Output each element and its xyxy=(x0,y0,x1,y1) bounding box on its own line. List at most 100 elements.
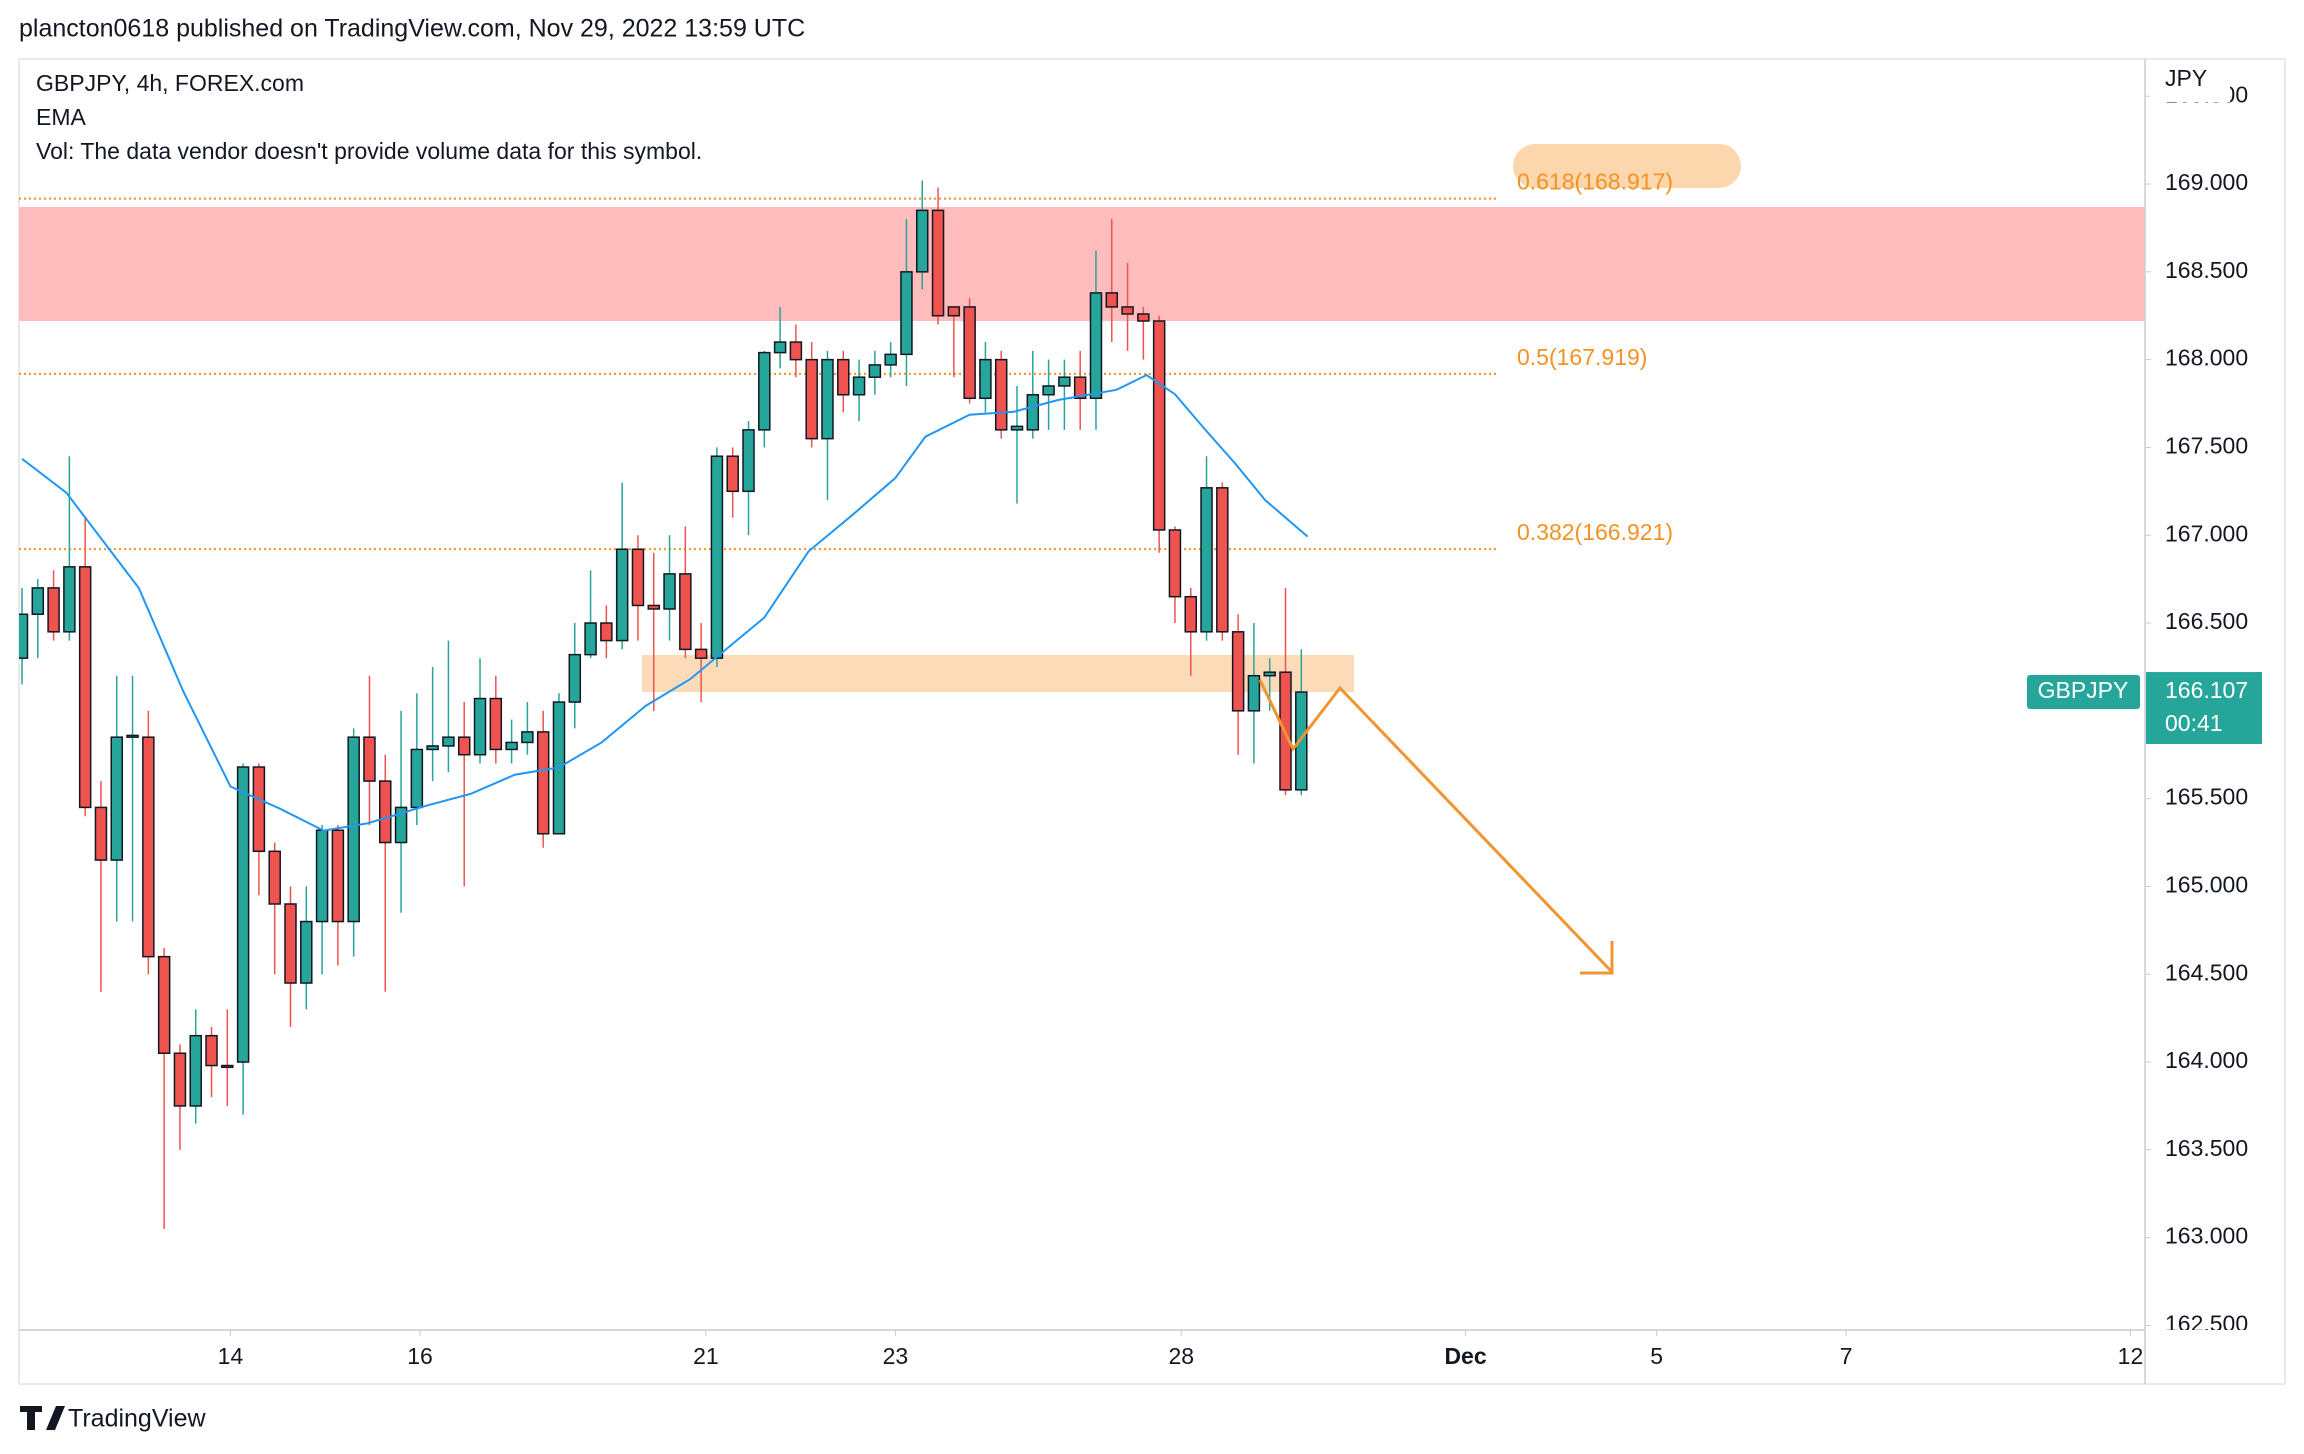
candle-body xyxy=(742,429,755,493)
candle-body xyxy=(505,741,518,751)
candle-body xyxy=(489,697,503,751)
candle-body xyxy=(1184,595,1197,633)
candle-body xyxy=(47,587,60,633)
candle-body xyxy=(1216,487,1229,633)
candle-body xyxy=(852,376,866,396)
candle-body xyxy=(726,455,739,493)
y-tick-label: 166.500 xyxy=(2165,608,2248,634)
candle-body xyxy=(1200,487,1213,633)
y-tick-label: 163.000 xyxy=(2165,1223,2248,1249)
candle-body xyxy=(189,1034,202,1107)
y-tick-label: 168.500 xyxy=(2165,257,2248,283)
y-tick-label: 165.500 xyxy=(2165,784,2248,810)
candle-body xyxy=(173,1052,187,1107)
x-tick-label: 23 xyxy=(883,1343,909,1369)
candle-body xyxy=(931,209,945,317)
brand: TradingView xyxy=(20,1405,207,1433)
candle-body xyxy=(1263,671,1276,677)
candle-body xyxy=(536,731,550,835)
candle-body xyxy=(631,548,645,607)
candle-body xyxy=(805,358,818,440)
candle-body xyxy=(1010,425,1024,431)
x-tick-label: 21 xyxy=(693,1343,719,1369)
candle-body xyxy=(63,566,76,633)
candle-body xyxy=(1121,306,1134,315)
fib-label: 0.382(166.921) xyxy=(1517,519,1673,545)
currency-bg xyxy=(2150,62,2230,102)
candle-body xyxy=(1247,674,1261,712)
candle-body xyxy=(679,573,692,651)
x-tick-label: 7 xyxy=(1840,1343,1853,1369)
candle-body xyxy=(1089,292,1103,400)
published-text: plancton0618 published on TradingView.co… xyxy=(19,15,805,43)
candle-body xyxy=(394,806,408,844)
candle-body xyxy=(1231,631,1245,712)
symbol-badge-label: GBPJPY xyxy=(2038,677,2129,703)
x-tick-label: Dec xyxy=(1444,1343,1486,1369)
y-tick-label: 168.000 xyxy=(2165,345,2248,371)
candle-body xyxy=(1152,320,1166,531)
x-tick-label: 28 xyxy=(1168,1343,1194,1369)
candle-body xyxy=(426,745,439,751)
candle-body xyxy=(821,358,834,440)
y-tick-label: 167.000 xyxy=(2165,520,2248,546)
candle-body xyxy=(347,736,360,923)
candle-body xyxy=(268,850,281,905)
y-tick-label: 165.000 xyxy=(2165,872,2248,898)
candle-body xyxy=(284,903,297,984)
candle-body xyxy=(19,613,29,659)
candle-body xyxy=(568,653,582,703)
candle-body xyxy=(457,736,471,756)
fib-label: 0.5(167.919) xyxy=(1517,344,1647,370)
currency: JPY xyxy=(2165,65,2207,91)
last-price: 166.107 xyxy=(2165,677,2248,703)
support-zone xyxy=(642,655,1354,692)
brand-text: TradingView xyxy=(68,1405,207,1433)
projection-arrow xyxy=(1258,679,1614,974)
candle-body xyxy=(221,1064,234,1069)
candle-body xyxy=(868,364,882,378)
ema-legend: EMA xyxy=(36,104,87,130)
symbol-legend: GBPJPY, 4h, FOREX.com xyxy=(36,70,304,96)
candle-body xyxy=(1026,393,1040,431)
countdown: 00:41 xyxy=(2165,710,2223,736)
candle-body xyxy=(600,622,613,642)
candle-body xyxy=(615,548,629,642)
candle-body xyxy=(947,306,961,317)
candle-body xyxy=(110,736,124,861)
candle-body xyxy=(1137,313,1150,322)
y-tick-label: 164.000 xyxy=(2165,1047,2248,1073)
candle-body xyxy=(1058,376,1071,387)
candle-body xyxy=(647,604,661,610)
candle-body xyxy=(126,734,139,738)
ema-line xyxy=(21,373,1309,832)
candle-body xyxy=(994,358,1008,431)
x-tick-label: 16 xyxy=(407,1343,433,1369)
candle-body xyxy=(1295,691,1308,791)
candle-body xyxy=(789,341,803,361)
candle-body xyxy=(584,622,597,656)
x-tick-label: 5 xyxy=(1650,1343,1663,1369)
x-tick-label: 12 xyxy=(2118,1343,2144,1369)
candle-body xyxy=(663,573,676,610)
candle-body xyxy=(363,736,376,782)
y-tick-label: 167.500 xyxy=(2165,433,2248,459)
y-tick-label: 162.500 xyxy=(2165,1311,2248,1337)
highlight xyxy=(1513,144,1741,188)
candle-body xyxy=(442,736,455,747)
x-tick-label: 14 xyxy=(218,1343,244,1369)
candle-body xyxy=(236,766,250,1063)
candle-body xyxy=(979,358,992,400)
candle-body xyxy=(884,353,897,366)
candle-body xyxy=(331,829,345,923)
y-tick-label: 163.500 xyxy=(2165,1135,2248,1161)
candle-body xyxy=(300,920,313,984)
candle-body xyxy=(78,566,92,809)
candle-body xyxy=(521,731,534,744)
candle-body xyxy=(1042,385,1055,396)
candle-body xyxy=(1168,529,1182,598)
candle-body xyxy=(94,806,108,861)
y-tick-label: 164.500 xyxy=(2165,959,2248,985)
candle-body xyxy=(1073,376,1087,400)
resistance-zone xyxy=(19,207,2145,321)
